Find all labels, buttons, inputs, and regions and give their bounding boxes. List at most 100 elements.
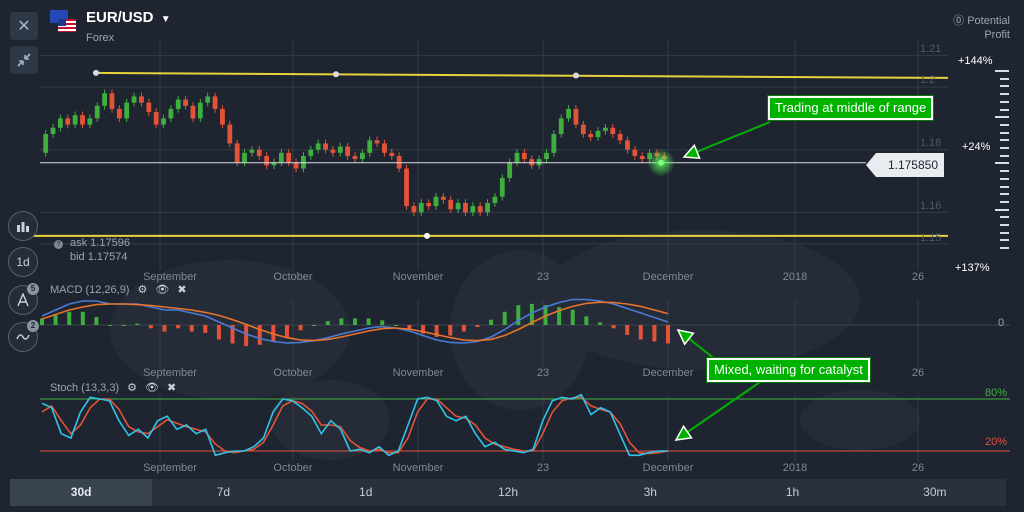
quote-info: ? ask 1.17596 bid 1.17574 [54, 236, 130, 264]
macd-histogram-bar [557, 307, 562, 325]
profit-ladder-tick [1000, 239, 1009, 242]
macd-histogram-bar [434, 325, 439, 337]
macd-histogram-bar [148, 325, 153, 329]
x-axis-label: 26 [912, 462, 924, 474]
candle [610, 127, 616, 135]
macd-histogram-bar [108, 325, 113, 326]
candle [161, 118, 166, 125]
timeframe-1d[interactable]: 1d [359, 485, 373, 499]
candle [389, 152, 395, 156]
profit-ladder-tick [1000, 139, 1009, 142]
profit-ladder-tick [1000, 147, 1009, 149]
candle [315, 143, 321, 150]
candle [521, 152, 527, 160]
profit-top-label: +144% [958, 55, 993, 67]
profit-ladder-tick [995, 116, 1009, 119]
profit-ladder-tick [1000, 123, 1009, 126]
candle [94, 105, 100, 119]
bar-chart-icon [17, 222, 29, 232]
annotation-macd-arrow-head [676, 328, 695, 346]
candle [323, 143, 328, 150]
candle [352, 155, 358, 160]
candle [264, 155, 270, 166]
macd-histogram-bar [489, 319, 494, 325]
asset-symbol: EUR/USD [86, 9, 154, 26]
candle [65, 118, 71, 125]
candle [359, 152, 365, 160]
profit-ladder-tick [1000, 85, 1009, 88]
eye-icon[interactable]: 👁 [155, 284, 170, 296]
ask-price: ask 1.17596 [70, 237, 130, 249]
eye-icon[interactable]: 👁 [144, 382, 159, 394]
profit-ladder-tick [995, 162, 1009, 165]
collapse-button[interactable] [10, 46, 38, 74]
timeframe-1h[interactable]: 1h [785, 485, 800, 499]
candle [124, 102, 130, 119]
candle [625, 140, 630, 150]
candle [367, 140, 373, 153]
candle [639, 155, 645, 160]
macd-histogram-bar [94, 317, 99, 325]
interval-button[interactable]: 1d [8, 247, 38, 277]
profit-bottom-label: +137% [955, 262, 990, 274]
world-map-background [110, 230, 920, 460]
candle [80, 115, 85, 125]
gear-icon[interactable]: ⚙ [137, 284, 148, 296]
timeframe-30m[interactable]: 30m [923, 485, 947, 499]
macd-header: MACD (12,26,9) ⚙ 👁 ✖ [50, 283, 187, 297]
price-tick-label: 1.16 [920, 200, 941, 212]
chart-type-button[interactable] [8, 211, 38, 241]
chevron-down-icon: ▼ [160, 14, 171, 25]
candle [139, 96, 144, 103]
candle [580, 124, 586, 135]
macd-histogram-bar [666, 325, 670, 344]
timeframe-7d[interactable]: 7d [216, 485, 231, 499]
candle [573, 108, 579, 125]
macd-histogram-bar [393, 325, 398, 326]
candle [566, 108, 571, 119]
macd-histogram-bar [162, 325, 167, 332]
candle [43, 134, 49, 153]
candle [175, 99, 181, 109]
indicators-button[interactable] [8, 285, 38, 315]
candle [544, 152, 549, 160]
profit-ladder-tick [1000, 224, 1009, 226]
macd-histogram-bar [516, 305, 521, 325]
close-icon[interactable]: ✖ [166, 382, 177, 394]
candle [507, 162, 513, 178]
interval-label: 1d [16, 255, 30, 269]
trendline-handle [424, 232, 430, 239]
timeframe-12h[interactable]: 12h [497, 485, 518, 499]
macd-histogram-bar [529, 303, 534, 325]
profit-scale-ladder[interactable] [995, 70, 1009, 255]
asset-market: Forex [86, 32, 115, 44]
macd-histogram-bar [298, 325, 303, 331]
candle [558, 118, 564, 135]
close-icon[interactable]: ✖ [177, 284, 187, 296]
current-price-dot [658, 159, 664, 166]
candle [595, 130, 601, 138]
candle [286, 152, 292, 163]
x-axis-label: 2018 [783, 462, 807, 474]
asset-selector[interactable]: EUR/USD ▼ [86, 9, 171, 26]
stoch-lower-label: 20% [985, 436, 1008, 448]
candle [50, 127, 56, 135]
x-axis-label: October [273, 271, 312, 283]
macd-histogram-bar [652, 325, 657, 342]
indicators-count-badge: 5 [27, 283, 39, 295]
profit-ladder-tick [995, 70, 1009, 72]
x-axis-label: 23 [537, 367, 549, 379]
macd-histogram-bar [244, 325, 249, 347]
profit-ladder-tick [1000, 170, 1009, 173]
gear-icon[interactable]: ⚙ [127, 382, 137, 394]
macd-histogram-bar [570, 309, 575, 325]
timeframe-30d[interactable]: 30d [10, 479, 153, 506]
price-chart[interactable]: 1.21 1.2 1.18 1.16 1.15 September September Sep… [0, 0, 1024, 478]
close-button[interactable]: ✕ [10, 12, 38, 40]
timeframe-3h[interactable]: 3h [643, 485, 657, 499]
annotation-stoch-arrow-line [675, 381, 761, 441]
chart-grid [40, 40, 948, 462]
candle [470, 206, 476, 213]
trendline-handle [93, 69, 99, 76]
price-tick-label: 1.2 [920, 74, 935, 86]
